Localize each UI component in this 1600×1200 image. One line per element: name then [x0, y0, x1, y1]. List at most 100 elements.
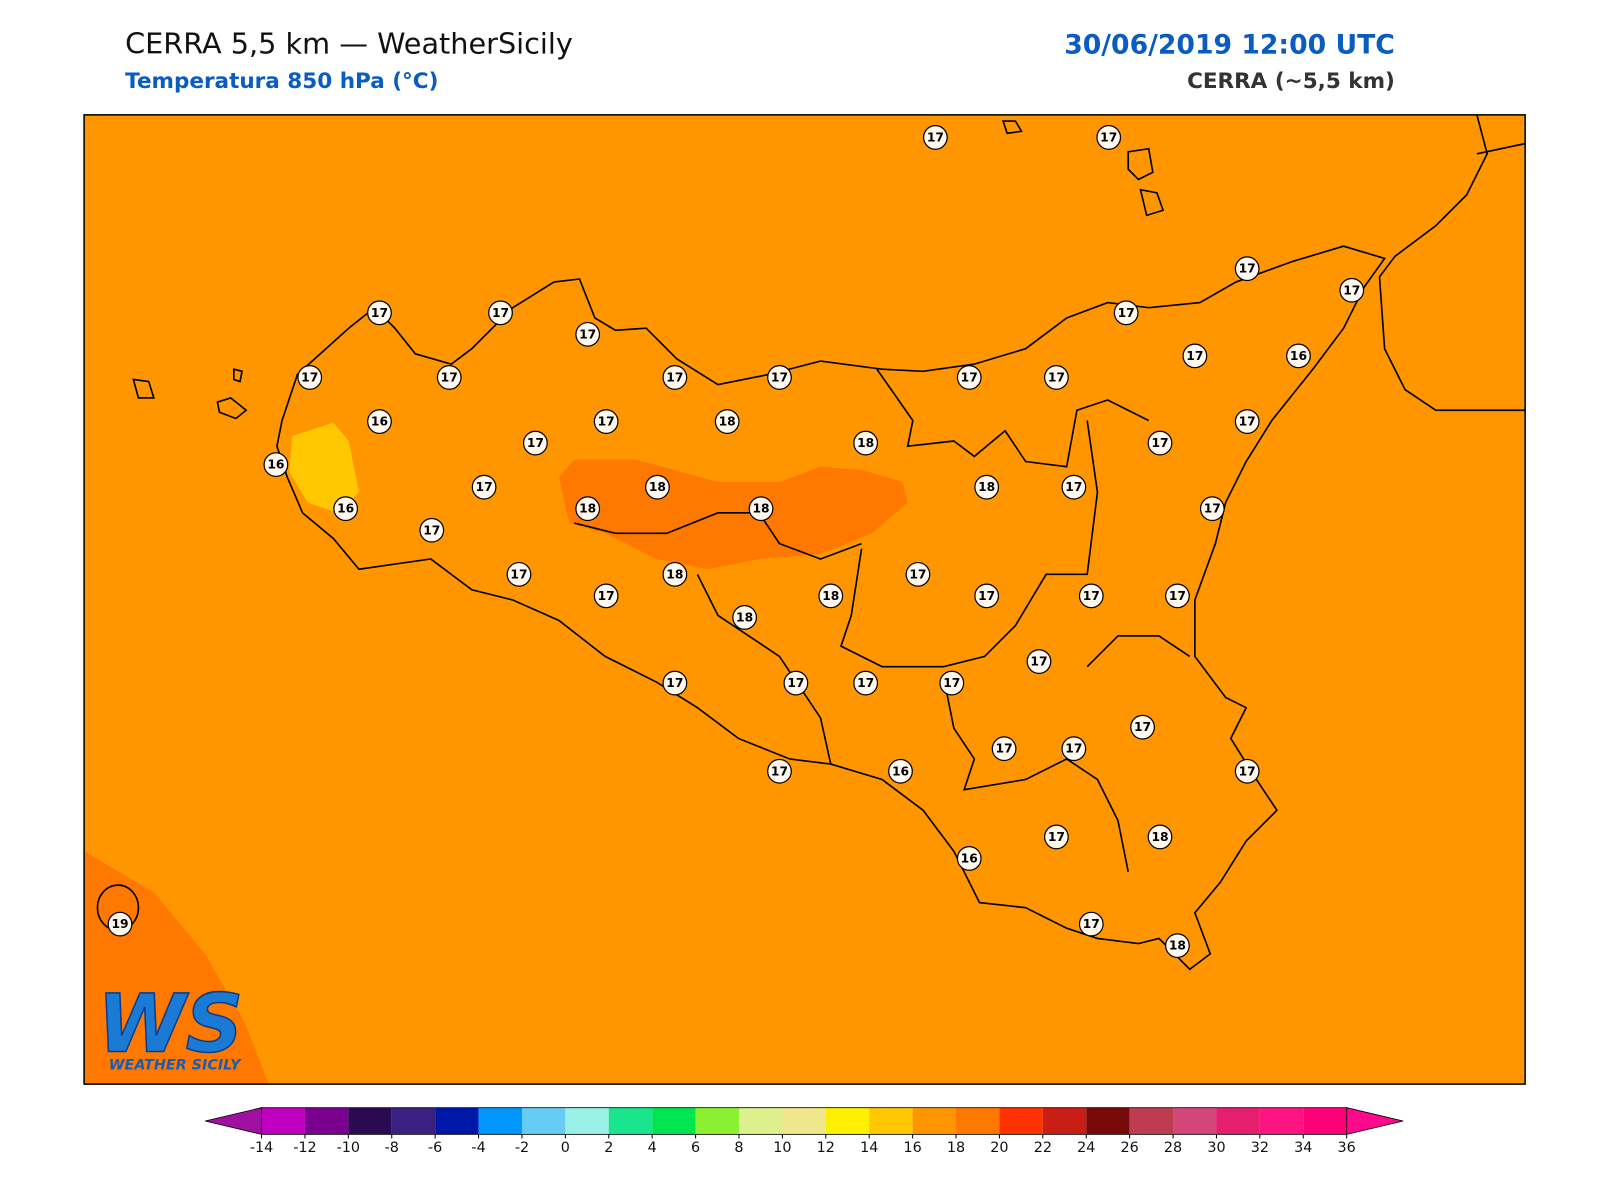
- station-value: 17: [1343, 283, 1360, 297]
- colorbar-tick-label: 28: [1164, 1140, 1182, 1156]
- station: 17: [1078, 583, 1104, 609]
- station-marker: [1026, 649, 1052, 674]
- station: 17: [1234, 256, 1260, 282]
- colorbar-segment: [1303, 1107, 1347, 1135]
- station: 16: [333, 496, 359, 522]
- colorbar-segment: [435, 1107, 479, 1135]
- station-marker: [1199, 496, 1225, 522]
- station-value: 16: [371, 415, 388, 429]
- colorbar-segment: [521, 1107, 566, 1135]
- station-marker: [905, 561, 931, 587]
- station: 17: [662, 365, 688, 390]
- station-value: 17: [1030, 655, 1047, 669]
- station-value: 18: [752, 502, 769, 516]
- station-marker: [956, 365, 982, 390]
- station-marker: [263, 452, 289, 478]
- station: 16: [367, 409, 392, 434]
- station-value: 18: [857, 436, 874, 450]
- station: 18: [853, 430, 879, 456]
- station-value: 17: [927, 130, 944, 144]
- station-value: 17: [787, 676, 804, 690]
- colorbar-segment: [608, 1107, 653, 1135]
- colorbar-tick-label: -2: [515, 1140, 529, 1156]
- station-value: 17: [961, 370, 978, 384]
- station: 17: [1339, 277, 1365, 303]
- station-value: 16: [337, 502, 354, 516]
- colorbar-tick-label: 24: [1077, 1140, 1095, 1156]
- station-value: 18: [1151, 830, 1168, 844]
- station: 17: [575, 321, 601, 347]
- colorbar-tick-label: 0: [561, 1140, 570, 1156]
- station: 17: [1182, 343, 1208, 369]
- colorbar-tick-label: 18: [947, 1140, 965, 1156]
- station: 17: [1130, 714, 1155, 740]
- station: 17: [905, 561, 931, 587]
- cool-area: [289, 422, 359, 513]
- station-marker: [1078, 911, 1104, 937]
- station: 17: [1199, 496, 1225, 522]
- colorbar: -14 -12 -10 -8 -6 -4 -2 0 2 4 6 8 10 12 14 16 18 20 22 24 26…: [205, 1107, 1404, 1156]
- station-marker: [297, 365, 323, 390]
- logo-mark: WS: [97, 977, 243, 1070]
- station-value: 18: [719, 415, 736, 429]
- station-value: 17: [371, 306, 388, 320]
- colorbar-segment: [478, 1107, 522, 1135]
- coastline: [96, 114, 1526, 971]
- colorbar-tick-label: 34: [1294, 1140, 1312, 1156]
- station-value: 18: [736, 610, 753, 624]
- station-value: 17: [1065, 742, 1082, 756]
- station: 17: [367, 300, 392, 326]
- station-value: 17: [1083, 917, 1100, 931]
- station-marker: [1113, 300, 1139, 326]
- station-marker: [732, 605, 758, 630]
- colorbar-tick-label: 10: [773, 1140, 791, 1156]
- station-marker: [853, 670, 879, 696]
- colorbar-tick-label: -4: [471, 1140, 485, 1156]
- colorbar-segment: [782, 1107, 826, 1135]
- station-value: 18: [978, 480, 995, 494]
- station: 17: [297, 365, 323, 390]
- station: 17: [1234, 758, 1260, 784]
- colorbar-segment: [1259, 1107, 1304, 1135]
- station-marker: [506, 561, 532, 587]
- station: 17: [1096, 125, 1122, 150]
- station: 18: [1165, 933, 1190, 959]
- station: 17: [662, 670, 688, 696]
- station: 17: [1044, 365, 1069, 390]
- station-value: 17: [476, 480, 493, 494]
- colorbar-tick-label: 4: [648, 1140, 657, 1156]
- station-value: 16: [961, 851, 978, 865]
- subtitle: Temperatura 850 hPa (°C): [125, 69, 438, 94]
- station-value: 17: [1118, 306, 1135, 320]
- station: 17: [1113, 300, 1139, 326]
- station-marker: [662, 561, 688, 587]
- colorbar-tick-label: 22: [1034, 1140, 1052, 1156]
- colorbar-tick-label: 14: [860, 1140, 878, 1156]
- station-marker: [645, 474, 670, 500]
- station-value: 17: [666, 370, 683, 384]
- station: 18: [748, 496, 774, 522]
- station: 16: [1286, 343, 1311, 369]
- station-marker: [575, 321, 601, 347]
- colorbar-segment: [1086, 1107, 1130, 1135]
- station-marker: [714, 409, 740, 434]
- station-marker: [1165, 933, 1190, 959]
- station-value: 17: [527, 436, 544, 450]
- colorbar-tick-label: -14: [250, 1140, 273, 1156]
- station-value: 17: [1065, 480, 1082, 494]
- station-marker: [1234, 256, 1260, 282]
- station: 17: [1234, 409, 1260, 434]
- station-value: 17: [771, 764, 788, 778]
- station: 16: [888, 758, 913, 784]
- station-value: 17: [943, 676, 960, 690]
- station-marker: [767, 758, 792, 784]
- station-value: 17: [441, 370, 458, 384]
- station-marker: [974, 583, 1000, 609]
- station-marker: [419, 517, 445, 543]
- station-value: 17: [579, 327, 596, 341]
- colorbar-tick-label: -8: [385, 1140, 399, 1156]
- station-marker: [333, 496, 359, 522]
- station: 17: [939, 670, 965, 696]
- station-value: 17: [598, 415, 615, 429]
- colorbar-segment: [695, 1107, 739, 1135]
